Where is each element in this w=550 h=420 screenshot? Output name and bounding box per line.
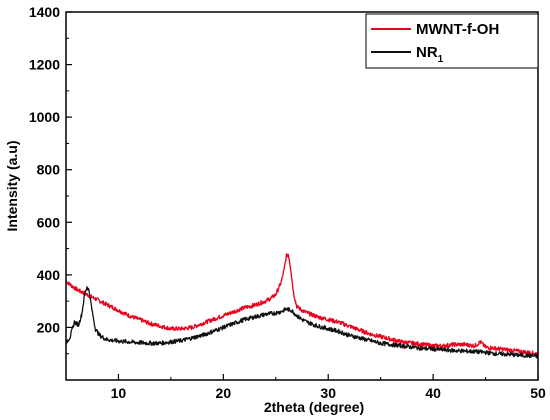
legend-box: [365, 13, 539, 69]
y-tick-label-1000: 1000: [29, 109, 60, 125]
x-tick-label-30: 30: [320, 385, 336, 401]
x-axis-label: 2theta (degree): [264, 399, 364, 415]
x-tick-label-50: 50: [530, 385, 546, 401]
x-tick-label-40: 40: [425, 385, 441, 401]
series-line-1: [65, 286, 539, 359]
ticks-layer: 10 20 30 40 50 200 400 600 800 1000 1200 1400: [29, 4, 546, 401]
y-tick-label-800: 800: [37, 162, 61, 178]
y-tick-label-400: 400: [37, 267, 61, 283]
y-axis-label: Intensity (a.u): [4, 140, 20, 231]
y-tick-label-1400: 1400: [29, 4, 60, 20]
x-tick-label-20: 20: [216, 385, 232, 401]
y-tick-label-200: 200: [37, 319, 61, 335]
legend-label-mwnt: MWNT-f-OH: [416, 21, 499, 38]
y-tick-label-1200: 1200: [29, 57, 60, 73]
y-tick-label-600: 600: [37, 214, 61, 230]
legend: MWNT-f-OH NR1: [365, 13, 539, 69]
legend-label-nr1-subscript: 1: [438, 54, 444, 65]
x-tick-label-10: 10: [111, 385, 127, 401]
legend-label-nr1: NR1: [416, 44, 444, 65]
legend-label-nr1-main: NR: [416, 44, 438, 61]
series-layer: [65, 253, 539, 359]
series-line-0: [65, 253, 539, 356]
